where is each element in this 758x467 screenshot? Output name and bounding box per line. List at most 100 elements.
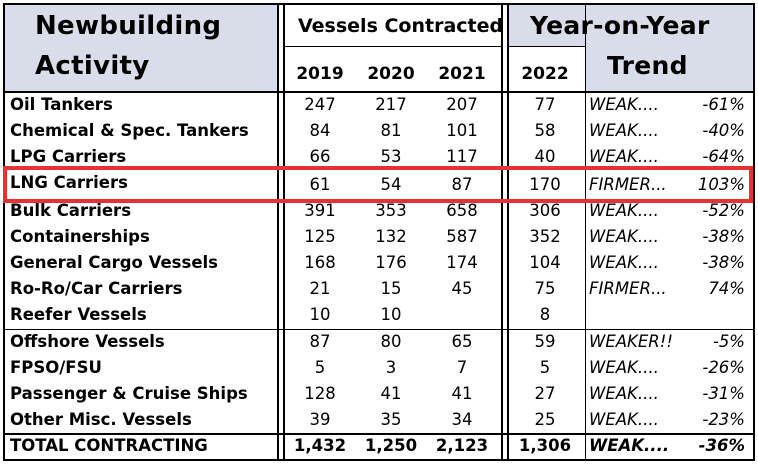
row-name: Reefer Vessels <box>10 305 147 324</box>
cell-trend: WEAK.... <box>589 95 659 114</box>
cell-2019: 21 <box>309 279 331 298</box>
header-year-2021: 2021 <box>438 64 486 84</box>
header-title-line2: Activity <box>35 51 150 81</box>
cell-2022: 352 <box>529 227 561 246</box>
header-bottom <box>3 91 755 93</box>
cell-2020: 35 <box>380 410 402 429</box>
cell-2022: 5 <box>539 358 551 377</box>
cell-2022: 59 <box>534 332 556 351</box>
cell-2021: 87 <box>451 175 473 194</box>
border-right <box>753 3 755 461</box>
cell-pct: -23% <box>702 410 745 429</box>
cell-2022: 27 <box>534 384 556 403</box>
cell-trend: WEAK.... <box>589 410 659 429</box>
header-year-2019: 2019 <box>296 64 344 84</box>
divider-vessels-left <box>283 3 285 461</box>
cell-trend: WEAK.... <box>589 201 659 220</box>
total-top <box>3 433 755 435</box>
cell-pct: -5% <box>712 332 745 351</box>
cell-2022: 8 <box>539 305 551 324</box>
header-bg-2022 <box>507 46 585 91</box>
cell-2019: 84 <box>309 121 331 140</box>
cell-trend: FIRMER... <box>589 279 667 298</box>
table-row: General Cargo Vessels 168 176 174 104 WE… <box>3 251 755 277</box>
row-name: Passenger & Cruise Ships <box>10 384 248 403</box>
header-split-2022 <box>507 46 585 47</box>
row-name: Offshore Vessels <box>10 332 165 351</box>
table-row: Other Misc. Vessels 39 35 34 25 WEAK....… <box>3 408 755 434</box>
row-name: Ro-Ro/Car Carriers <box>10 279 183 298</box>
cell-2020: 53 <box>380 147 402 166</box>
cell-2021: 7 <box>456 358 468 377</box>
table-row: Reefer Vessels 10 10 8 <box>3 303 755 329</box>
cell-2019: 39 <box>309 410 331 429</box>
table-row: Passenger & Cruise Ships 128 41 41 27 WE… <box>3 382 755 408</box>
cell-trend: WEAK.... <box>589 384 659 403</box>
cell-2022: 58 <box>534 121 556 140</box>
newbuilding-table: Newbuilding Activity Vessels Contracted … <box>3 3 755 461</box>
cell-trend: WEAKER!! <box>589 332 673 351</box>
header-trend: Trend <box>607 51 688 80</box>
table-row: Containerships 125 132 587 352 WEAK.... … <box>3 225 755 251</box>
row-name: General Cargo Vessels <box>10 253 218 272</box>
cell-pct: -52% <box>702 201 745 220</box>
cell-2019: 5 <box>314 358 326 377</box>
cell-2022: 75 <box>534 279 556 298</box>
cell-2020: 132 <box>375 227 407 246</box>
row-name: Containerships <box>10 227 150 246</box>
cell-2021: 207 <box>446 95 478 114</box>
header-title-line1: Newbuilding <box>35 11 222 41</box>
cell-2022: 170 <box>529 175 561 194</box>
table-row: Chemical & Spec. Tankers 84 81 101 58 WE… <box>3 119 755 145</box>
header-year-on-year: Year-on-Year <box>530 11 710 40</box>
cell-2019: 391 <box>304 201 336 220</box>
header-year-2022: 2022 <box>521 64 569 84</box>
cell-2022: 306 <box>529 201 561 220</box>
cell-2022: 77 <box>534 95 556 114</box>
header-split-vessels <box>283 46 501 47</box>
row-name: Bulk Carriers <box>10 201 132 220</box>
cell-2021: 587 <box>446 227 478 246</box>
cell-trend: WEAK.... <box>589 358 659 377</box>
row-name: Other Misc. Vessels <box>10 410 192 429</box>
row-name: LNG Carriers <box>10 173 128 192</box>
cell-2019: 168 <box>304 253 336 272</box>
cell-trend: FIRMER... <box>589 175 667 194</box>
cell-2022: 104 <box>529 253 561 272</box>
header-bg-vessels-top <box>283 3 501 46</box>
cell-2021: 45 <box>451 279 473 298</box>
cell-2021: 41 <box>451 384 473 403</box>
table-row: Oil Tankers 247 217 207 77 WEAK.... -61% <box>3 93 755 119</box>
cell-pct: 74% <box>708 279 745 298</box>
cell-2019: 128 <box>304 384 336 403</box>
table-row-highlighted: LNG Carriers 61 54 87 170 FIRMER... 103% <box>3 171 755 199</box>
cell-pct: -61% <box>702 95 745 114</box>
cell-2019: 87 <box>309 332 331 351</box>
row-name: FPSO/FSU <box>10 358 102 377</box>
cell-2020: 353 <box>375 201 407 220</box>
cell-2019: 247 <box>304 95 336 114</box>
divider-activity-right <box>277 3 279 461</box>
cell-2021: 658 <box>446 201 478 220</box>
cell-2019: 125 <box>304 227 336 246</box>
total-pct: -36% <box>698 436 745 455</box>
total-trend: WEAK.... <box>589 436 670 455</box>
total-row: TOTAL CONTRACTING 1,432 1,250 2,123 1,30… <box>3 434 755 460</box>
cell-2021: 101 <box>446 121 478 140</box>
header-vessels-contracted: Vessels Contracted <box>298 15 504 37</box>
cell-pct: -31% <box>702 384 745 403</box>
cell-2020: 15 <box>380 279 402 298</box>
cell-trend: WEAK.... <box>589 253 659 272</box>
cell-pct: 103% <box>697 175 745 194</box>
table-row: Offshore Vessels 87 80 65 59 WEAKER!! -5… <box>3 330 755 356</box>
total-2022: 1,306 <box>518 436 572 455</box>
cell-2020: 217 <box>375 95 407 114</box>
cell-pct: -38% <box>702 253 745 272</box>
cell-2021: 117 <box>446 147 478 166</box>
total-2019: 1,432 <box>293 436 347 455</box>
cell-pct: -26% <box>702 358 745 377</box>
cell-2020: 41 <box>380 384 402 403</box>
cell-trend: WEAK.... <box>589 227 659 246</box>
cell-trend: WEAK.... <box>589 147 659 166</box>
total-2021: 2,123 <box>435 436 489 455</box>
